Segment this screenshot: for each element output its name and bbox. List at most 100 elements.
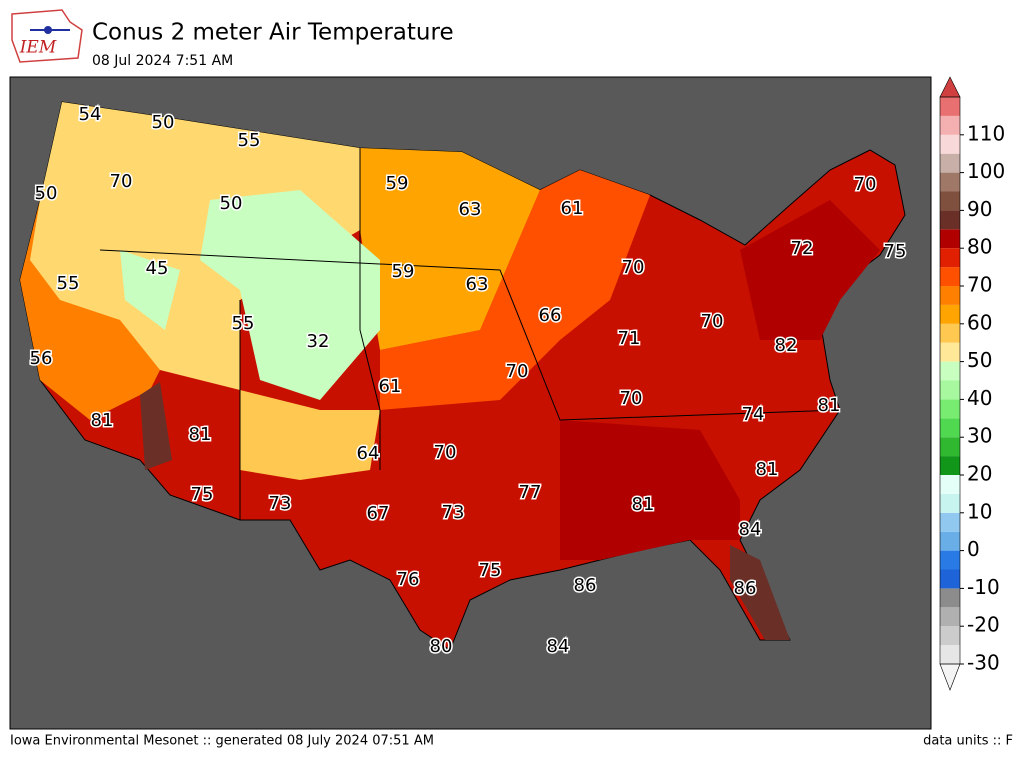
- colorbar-segment: [940, 97, 960, 116]
- temperature-label: 50: [35, 183, 58, 204]
- temperature-label: 73: [269, 493, 292, 514]
- colorbar-tick-label: 40: [967, 386, 992, 410]
- temperature-label: 66: [539, 305, 562, 326]
- temp-zone: [120, 250, 180, 330]
- colorbar-segment: [940, 645, 960, 664]
- colorbar-segment: [940, 380, 960, 400]
- temperature-label: 81: [756, 459, 779, 480]
- colorbar-segment: [940, 588, 960, 608]
- colorbar-segment: [940, 134, 960, 154]
- colorbar-segment: [940, 342, 960, 362]
- colorbar-segment: [940, 229, 960, 249]
- temp-zone: [360, 148, 540, 350]
- colorbar-tick-label: 100: [967, 159, 1005, 183]
- temperature-label: 70: [110, 171, 133, 192]
- temperature-label: 50: [220, 193, 243, 214]
- temp-zone: [740, 200, 880, 340]
- colorbar-segment: [940, 304, 960, 324]
- temperature-label: 32: [307, 331, 330, 352]
- colorbar-segment: [940, 323, 960, 343]
- temperature-label: 70: [620, 388, 643, 409]
- temperature-label: 59: [386, 173, 409, 194]
- temperature-label: 67: [367, 503, 390, 524]
- colorbar-segment: [940, 550, 960, 570]
- colorbar-segment: [940, 172, 960, 192]
- temperature-label: 72: [791, 238, 814, 259]
- colorbar-segment: [940, 475, 960, 494]
- temperature-label: 82: [775, 335, 798, 356]
- colorbar-tick-label: 20: [967, 462, 992, 486]
- temperature-label: 84: [739, 519, 762, 540]
- colorbar-segment: [940, 267, 960, 286]
- temperature-label: 76: [397, 569, 420, 590]
- temperature-label: 75: [884, 241, 907, 262]
- temp-zone: [560, 420, 740, 560]
- colorbar-segment: [940, 531, 960, 551]
- temperature-label: 70: [622, 257, 645, 278]
- temperature-label: 71: [618, 328, 641, 349]
- temperature-label: 70: [506, 361, 529, 382]
- temp-zone: [200, 190, 380, 400]
- temperature-label: 61: [379, 376, 402, 397]
- temp-zone: [240, 390, 380, 480]
- colorbar-segment: [940, 286, 960, 305]
- temperature-label: 70: [701, 311, 724, 332]
- colorbar-segment: [940, 607, 960, 627]
- temperature-label: 74: [742, 404, 765, 425]
- colorbar-tick-label: 50: [967, 348, 992, 372]
- temperature-label: 55: [238, 130, 261, 151]
- colorbar: -30 -20 -10 0 10 20 30 40 50 60 70 80 90 100 110: [939, 76, 1005, 691]
- state-line: [359, 148, 381, 470]
- temperature-label: 80: [430, 636, 453, 657]
- temperature-label: 81: [189, 424, 212, 445]
- colorbar-tick-label: 30: [967, 424, 992, 448]
- logo-text: IEM: [19, 38, 57, 58]
- colorbar-tick-label: -20: [967, 613, 1000, 637]
- colorbar-segment: [940, 493, 960, 513]
- temperature-label: 73: [442, 502, 465, 523]
- logo-dot: [44, 26, 52, 34]
- temperature-label: 64: [357, 443, 380, 464]
- temperature-label: 81: [818, 395, 841, 416]
- labels: 54 50 55 70 50 50 59 63 61 70 72 75 45 55 59 63 70 66 55 32…: [28, 103, 908, 659]
- colorbar-segment: [940, 248, 960, 268]
- logo-outline: [11, 9, 83, 63]
- title: Conus 2 meter Air Temperature: [92, 20, 454, 46]
- colorbar-tick-label: 70: [967, 273, 992, 297]
- colorbar-segment: [940, 456, 960, 475]
- colorbar-segment: [940, 399, 960, 419]
- temperature-label: 81: [632, 494, 655, 515]
- colorbar-frame: [939, 96, 961, 665]
- colorbar-segment: [940, 361, 960, 381]
- temperature-label: 61: [561, 198, 584, 219]
- colorbar-tick-label: 90: [967, 197, 992, 221]
- temperature-label: 63: [459, 199, 482, 220]
- temperature-label: 75: [191, 484, 214, 505]
- colorbar-segment: [940, 418, 960, 438]
- colorbar-segment: [940, 210, 960, 230]
- state-line: [99, 249, 841, 421]
- temp-zone: [30, 102, 360, 390]
- temp-zone: [140, 382, 172, 470]
- temperature-label: 56: [30, 348, 53, 369]
- temperature-label: 45: [146, 258, 169, 279]
- colorbar-tick-label: 0: [967, 537, 980, 561]
- colorbar-tick-label: 110: [967, 121, 1005, 145]
- colorbar-extend-top: [939, 76, 961, 98]
- temperature-label: 84: [547, 636, 570, 657]
- temperature-label: 70: [434, 442, 457, 463]
- temperature-label: 86: [574, 575, 597, 596]
- map: [9, 76, 932, 730]
- colorbar-segment: [940, 569, 960, 589]
- temperature-label: 63: [466, 274, 489, 295]
- temperature-label: 75: [479, 560, 502, 581]
- colorbar-tick-label: 10: [967, 499, 992, 523]
- colorbar-segment: [940, 191, 960, 211]
- temperature-label: 70: [854, 174, 877, 195]
- colorbar-tick-label: 60: [967, 310, 992, 334]
- temperature-label: 77: [519, 482, 542, 503]
- colorbar-segment: [940, 115, 960, 135]
- colorbar-segment: [940, 153, 960, 173]
- temperature-label: 59: [392, 261, 415, 282]
- temperature-label: 54: [79, 104, 102, 125]
